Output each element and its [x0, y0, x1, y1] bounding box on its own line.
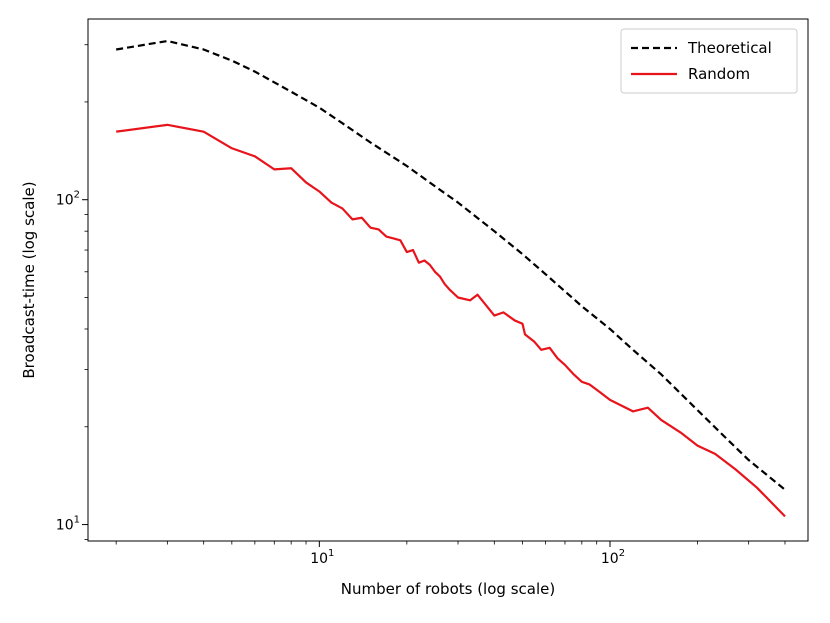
y-tick-label-10-2: 102	[56, 190, 80, 209]
legend: Theoretical Random	[620, 28, 798, 94]
legend-label-random: Random	[688, 65, 750, 83]
legend-label-theoretical: Theoretical	[687, 39, 772, 57]
x-tick-label-10-1: 101	[310, 548, 334, 567]
series-layer	[115, 39, 786, 518]
y-axis-label: Broadcast-time (log scale)	[20, 181, 38, 378]
plot-frame	[87, 18, 809, 542]
legend-box	[620, 28, 798, 94]
series-line-random	[116, 123, 786, 518]
series-line-theoretical	[115, 39, 786, 491]
y-tick-label-10-1: 101	[56, 515, 80, 534]
x-tick-label-10-2: 102	[601, 548, 625, 567]
ticks-layer: 101 102 101 102	[56, 44, 786, 567]
x-axis-label: Number of robots (log scale)	[341, 580, 555, 598]
